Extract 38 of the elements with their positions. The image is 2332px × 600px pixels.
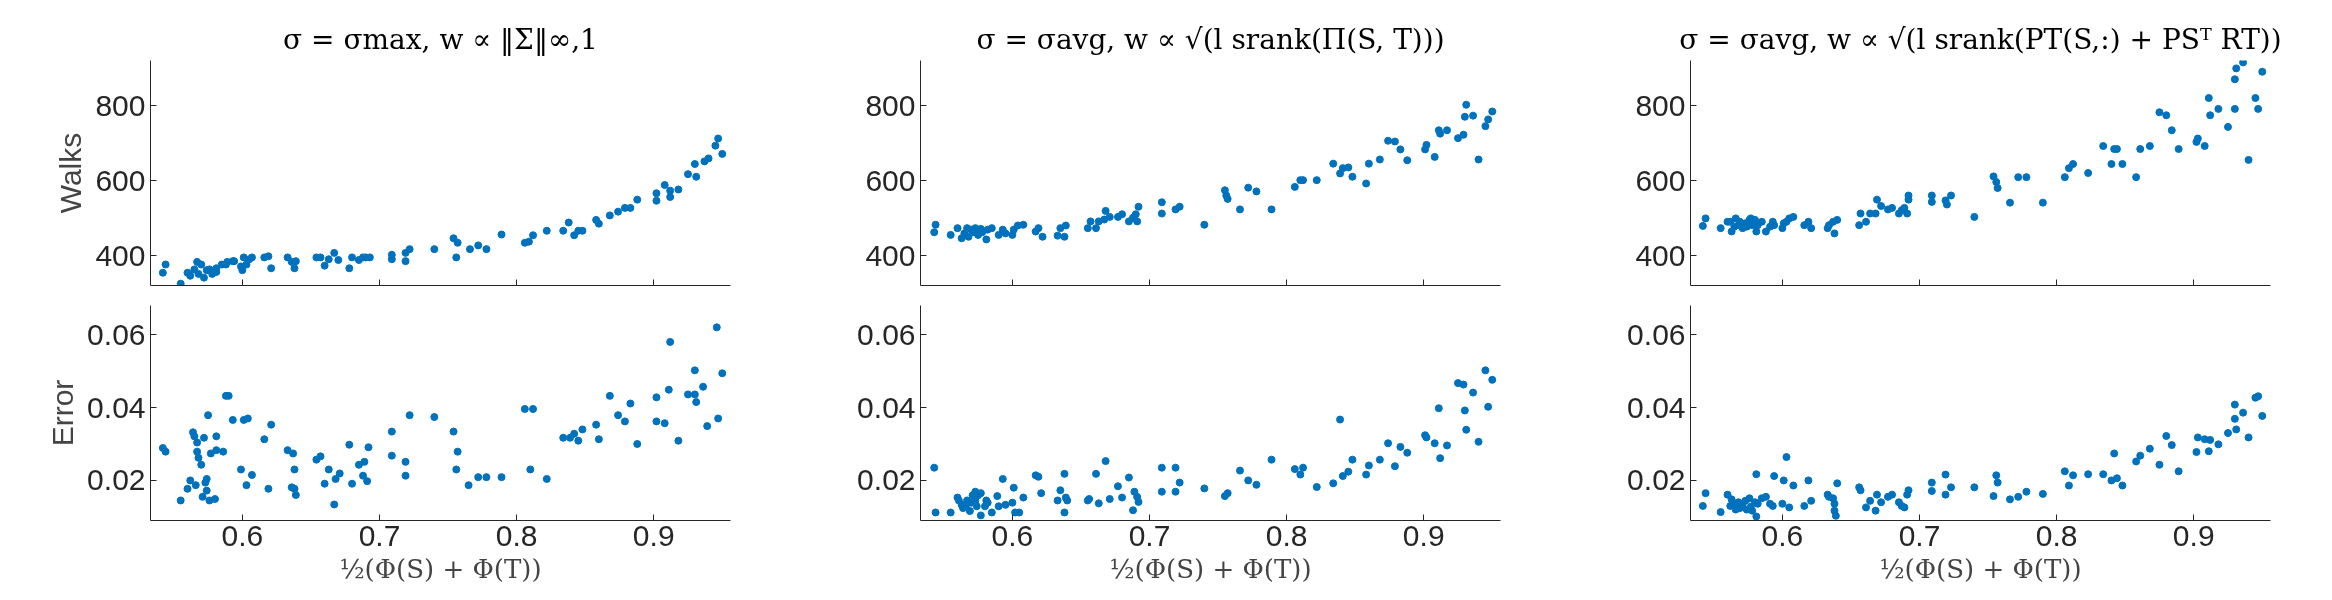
x-axis-title: ½(Φ(S) + Φ(T)) — [339, 553, 542, 584]
x-tick-label: 0.9 — [632, 518, 675, 552]
y-tick-label: 0.04 — [1627, 390, 1686, 424]
y-tick-label: 0.06 — [1627, 317, 1686, 351]
x-tick-label: 0.7 — [1128, 518, 1171, 552]
y-tick-label: 0.04 — [857, 390, 916, 424]
x-tick-label: 0.8 — [1265, 518, 1308, 552]
y-axis-title: Walks — [54, 132, 88, 214]
y-tick-label: 600 — [865, 163, 916, 197]
y-tick-label: 400 — [865, 238, 916, 272]
y-tick-label: 800 — [1635, 88, 1686, 122]
x-tick-label: 0.6 — [1761, 518, 1804, 552]
x-tick-label: 0.9 — [2172, 518, 2215, 552]
chart-title: σ = σavg, w ∝ √(l srank(Π(S, T))) — [976, 22, 1445, 56]
x-tick-label: 0.6 — [221, 518, 264, 552]
x-axis-title: ½(Φ(S) + Φ(T)) — [1109, 553, 1312, 584]
y-tick-label: 800 — [95, 88, 146, 122]
x-axis-title: ½(Φ(S) + Φ(T)) — [1879, 553, 2082, 584]
x-tick-label: 0.7 — [358, 518, 401, 552]
y-tick-label: 800 — [865, 88, 916, 122]
chart-title: σ = σavg, w ∝ √(l srank(PT(S,:) + PSᵀ RT)) — [1679, 22, 2282, 56]
x-tick-label: 0.8 — [2035, 518, 2078, 552]
y-tick-label: 0.04 — [87, 390, 146, 424]
y-tick-label: 600 — [95, 163, 146, 197]
y-tick-label: 0.02 — [1627, 463, 1686, 497]
x-tick-label: 0.7 — [1898, 518, 1941, 552]
x-tick-label: 0.8 — [495, 518, 538, 552]
y-tick-label: 400 — [1635, 238, 1686, 272]
y-tick-label: 600 — [1635, 163, 1686, 197]
y-tick-label: 0.06 — [857, 317, 916, 351]
chart-title: σ = σmax, w ∝ ‖Σ‖∞,1 — [283, 22, 598, 56]
y-tick-label: 400 — [95, 238, 146, 272]
y-tick-label: 0.06 — [87, 317, 146, 351]
y-tick-label: 0.02 — [87, 463, 146, 497]
x-tick-label: 0.9 — [1402, 518, 1445, 552]
y-tick-label: 0.02 — [857, 463, 916, 497]
x-tick-label: 0.6 — [991, 518, 1034, 552]
y-axis-title: Error — [46, 379, 80, 447]
